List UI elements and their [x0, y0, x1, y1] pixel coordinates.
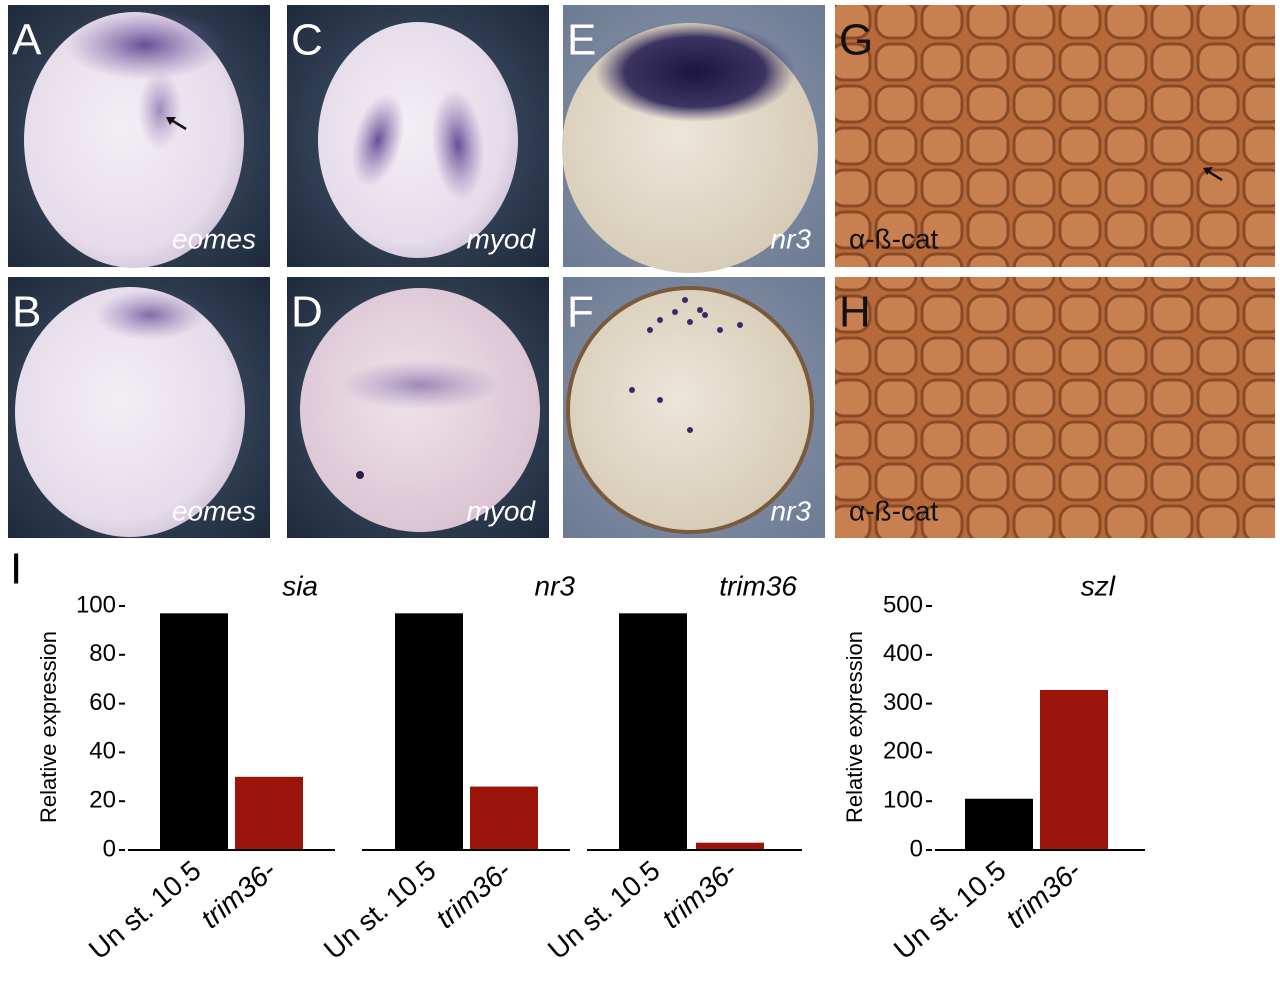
panel-letter: H	[839, 288, 871, 337]
y-tick-label: 100	[76, 591, 116, 618]
bar	[1040, 689, 1108, 850]
panel-caption: nr3	[771, 495, 812, 526]
x-tick-label: Un st. 10.5	[542, 855, 666, 966]
bar	[696, 842, 764, 850]
x-tick-label: Un st. 10.5	[83, 855, 207, 966]
panel-caption: myod	[467, 223, 537, 254]
y-tick-label: 60	[89, 689, 116, 716]
panel-letter: G	[839, 16, 873, 65]
bar	[235, 776, 303, 850]
bar	[619, 613, 687, 850]
y-tick-label: 400	[883, 640, 923, 667]
x-tick-label: trim36-	[195, 855, 282, 935]
panel-caption: α-ß-cat	[849, 223, 939, 254]
panel-a-photo	[8, 5, 270, 268]
y-tick-label: 0	[910, 835, 923, 862]
y-tick-label: 40	[89, 738, 116, 765]
panel-b-photo	[8, 277, 270, 538]
panel-letter: C	[291, 16, 323, 65]
y-tick-label: 300	[883, 689, 923, 716]
y-tick-label: 80	[89, 640, 116, 667]
bar	[395, 613, 463, 850]
bar	[470, 786, 538, 850]
y-tick-label: 500	[883, 591, 923, 618]
chart-title: trim36	[719, 570, 797, 601]
x-tick-label: trim36-	[656, 855, 743, 935]
panel-caption: eomes	[172, 495, 256, 526]
chart-title: sia	[282, 570, 318, 601]
x-tick-label: Un st. 10.5	[888, 855, 1012, 966]
y-tick-label: 0	[103, 835, 116, 862]
y-axis-label: Relative expression	[842, 631, 867, 823]
y-axis-label: Relative expression	[36, 631, 61, 823]
y-tick-label: 100	[883, 787, 923, 814]
chart-title: szl	[1081, 570, 1116, 601]
panel-letter: F	[567, 288, 594, 337]
bar	[160, 613, 228, 850]
panel-letter: D	[291, 288, 323, 337]
panel-letter: E	[567, 16, 596, 65]
chart-title: nr3	[535, 570, 576, 601]
y-tick-label: 200	[883, 738, 923, 765]
panel-h-photo	[835, 277, 1275, 538]
panel-caption: α-ß-cat	[849, 495, 939, 526]
panel-letter: I	[10, 545, 22, 594]
panel-letter: A	[12, 16, 42, 65]
panel-caption: myod	[467, 495, 537, 526]
panel-d-photo	[287, 277, 549, 538]
panel-e-photo	[562, 5, 825, 273]
panel-c-photo	[287, 5, 549, 267]
y-tick-label: 20	[89, 787, 116, 814]
x-tick-label: trim36-	[1000, 855, 1087, 935]
panel-caption: eomes	[172, 223, 256, 254]
x-tick-label: Un st. 10.5	[318, 855, 442, 966]
panel-f-photo	[563, 277, 825, 538]
bar	[965, 798, 1033, 850]
x-tick-label: trim36-	[430, 855, 517, 935]
panel-letter: B	[12, 288, 41, 337]
panel-g-photo	[835, 5, 1275, 267]
panel-caption: nr3	[771, 223, 812, 254]
